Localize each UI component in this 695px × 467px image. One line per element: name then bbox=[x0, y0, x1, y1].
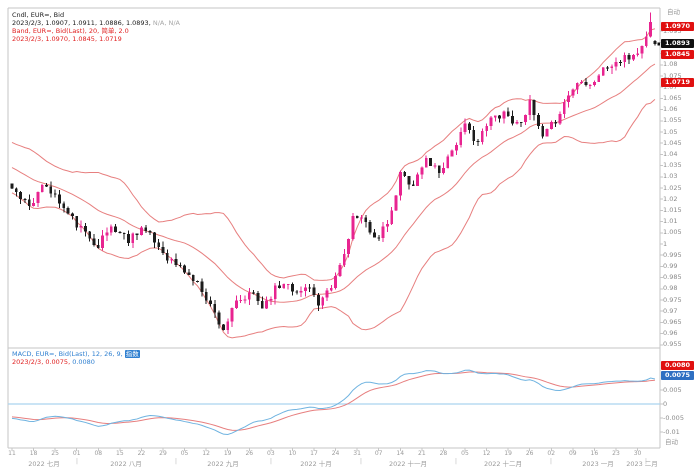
day-tick-label: 26 bbox=[525, 450, 534, 457]
macd-badge: 0.0080 bbox=[661, 361, 694, 370]
macd-tick-label: -0.01 bbox=[663, 427, 680, 436]
macd-axis-auto-label[interactable]: 自动 bbox=[665, 438, 678, 446]
month-label: 2022 七月 bbox=[28, 460, 60, 467]
day-tick-label: 02 bbox=[547, 450, 556, 457]
price-tick-label: 1.03 bbox=[663, 172, 678, 181]
day-tick-label: 14 bbox=[396, 450, 405, 457]
candle-values: 2023/2/3, 1.0907, 1.0911, 1.0886, 1.0893… bbox=[12, 19, 180, 27]
day-tick-label: 05 bbox=[180, 450, 189, 457]
price-tick-label: 1.01 bbox=[663, 217, 678, 226]
day-tick-label: 29 bbox=[159, 450, 167, 457]
last-price-marker bbox=[657, 42, 660, 46]
month-boundary-mark: | bbox=[359, 457, 363, 465]
price-tick-label: 0.965 bbox=[663, 317, 682, 326]
price-badge: 1.0893 bbox=[661, 39, 694, 49]
month-boundary-mark: | bbox=[549, 457, 553, 465]
candle-series-label: Cndl, EUR=, Bid bbox=[12, 11, 65, 19]
price-badge: 1.0719 bbox=[661, 78, 694, 88]
day-tick-label: 19 bbox=[504, 450, 512, 457]
month-label: 2022 十二月 bbox=[483, 460, 523, 467]
price-tick-label: 0.975 bbox=[663, 295, 682, 304]
day-tick-label: 31 bbox=[353, 450, 361, 457]
macd-tick-label: -0.005 bbox=[663, 413, 684, 422]
day-tick-label: 26 bbox=[245, 450, 254, 457]
day-tick-label: 17 bbox=[310, 450, 318, 457]
price-tick-label: 1.05 bbox=[663, 127, 678, 136]
macd-tick-label: 0.005 bbox=[663, 385, 682, 394]
day-tick-label: 30 bbox=[633, 450, 642, 457]
price-tick-label: 1 bbox=[663, 239, 668, 248]
price-tick-label: 0.995 bbox=[663, 250, 682, 259]
macd-legend[interactable]: MACD, EUR=, Bid(Last), 12, 26, 9, 指数 202… bbox=[12, 350, 140, 366]
month-boundary-mark: | bbox=[644, 457, 648, 465]
day-tick-label: 11 bbox=[8, 450, 16, 457]
price-tick-label: 1.04 bbox=[663, 149, 678, 158]
price-tick-label: 0.98 bbox=[663, 284, 678, 293]
day-tick-label: 10 bbox=[288, 450, 297, 457]
price-tick-label: 1.005 bbox=[663, 228, 682, 237]
day-tick-label: 07 bbox=[374, 450, 383, 457]
price-tick-label: 1.075 bbox=[663, 71, 682, 80]
band-values: 2023/2/3, 1.0970, 1.0845, 1.0719 bbox=[12, 35, 122, 43]
day-tick-label: 18 bbox=[29, 450, 38, 457]
month-label: 2023 二月 bbox=[626, 460, 658, 467]
price-tick-label: 1.055 bbox=[663, 116, 682, 125]
day-tick-label: 25 bbox=[51, 450, 59, 457]
macd-badge: 0.0075 bbox=[661, 370, 694, 380]
price-tick-label: 0.97 bbox=[663, 306, 678, 315]
macd-values: 2023/2/3, 0.0075, 0.0080 bbox=[12, 358, 95, 366]
day-tick-label: 22 bbox=[137, 450, 146, 457]
price-tick-label: 1.025 bbox=[663, 183, 682, 192]
macd-tick-label: 0 bbox=[663, 399, 668, 408]
price-tick-label: 1.02 bbox=[663, 194, 678, 203]
day-tick-label: 15 bbox=[116, 450, 124, 457]
day-tick-label: 01 bbox=[72, 450, 81, 457]
day-tick-label: 05 bbox=[461, 450, 469, 457]
price-tick-label: 0.985 bbox=[663, 273, 682, 282]
month-label: 2022 十月 bbox=[300, 460, 332, 467]
price-badge: 1.0970 bbox=[661, 22, 694, 32]
day-tick-label: 24 bbox=[331, 450, 340, 457]
month-label: 2023 一月 bbox=[582, 460, 614, 467]
band-series-label: Band, EUR=, Bid(Last), 20, 简单, 2.0 bbox=[12, 27, 129, 35]
day-tick-label: 09 bbox=[568, 450, 577, 457]
price-tick-label: 0.955 bbox=[663, 340, 682, 349]
price-tick-label: 1.045 bbox=[663, 138, 682, 147]
month-label: 2022 八月 bbox=[110, 460, 142, 467]
price-axis-auto-label[interactable]: 自动 bbox=[667, 8, 680, 16]
day-tick-label: 08 bbox=[94, 450, 103, 457]
month-boundary-mark: | bbox=[454, 457, 458, 465]
month-label: 2022 九月 bbox=[207, 460, 239, 467]
price-tick-label: 1.08 bbox=[663, 60, 678, 69]
month-boundary-mark: | bbox=[75, 457, 79, 465]
price-badge: 1.0845 bbox=[661, 50, 694, 60]
day-tick-label: 12 bbox=[202, 450, 210, 457]
price-tick-label: 1.015 bbox=[663, 205, 682, 214]
price-tick-label: 0.99 bbox=[663, 261, 678, 270]
day-tick-label: 23 bbox=[612, 450, 620, 457]
month-label: 2022 十一月 bbox=[388, 460, 428, 467]
ma-type-chip: 指数 bbox=[124, 350, 140, 358]
macd-series-label: MACD, EUR=, Bid(Last), 12, 26, 9, 指数 bbox=[12, 350, 140, 358]
day-tick-label: 19 bbox=[223, 450, 232, 457]
month-boundary-mark: | bbox=[269, 457, 273, 465]
day-tick-label: 21 bbox=[418, 450, 426, 457]
day-tick-label: 28 bbox=[439, 450, 448, 457]
price-tick-label: 1.035 bbox=[663, 161, 682, 170]
price-tick-label: 0.96 bbox=[663, 329, 678, 338]
day-tick-label: 03 bbox=[267, 450, 275, 457]
month-boundary-mark: | bbox=[174, 457, 178, 465]
main-legend[interactable]: Cndl, EUR=, Bid 2023/2/3, 1.0907, 1.0911… bbox=[12, 11, 180, 43]
price-tick-label: 1.06 bbox=[663, 105, 678, 114]
day-tick-label: 16 bbox=[590, 450, 599, 457]
price-tick-label: 1.065 bbox=[663, 93, 682, 102]
day-tick-label: 12 bbox=[482, 450, 491, 457]
